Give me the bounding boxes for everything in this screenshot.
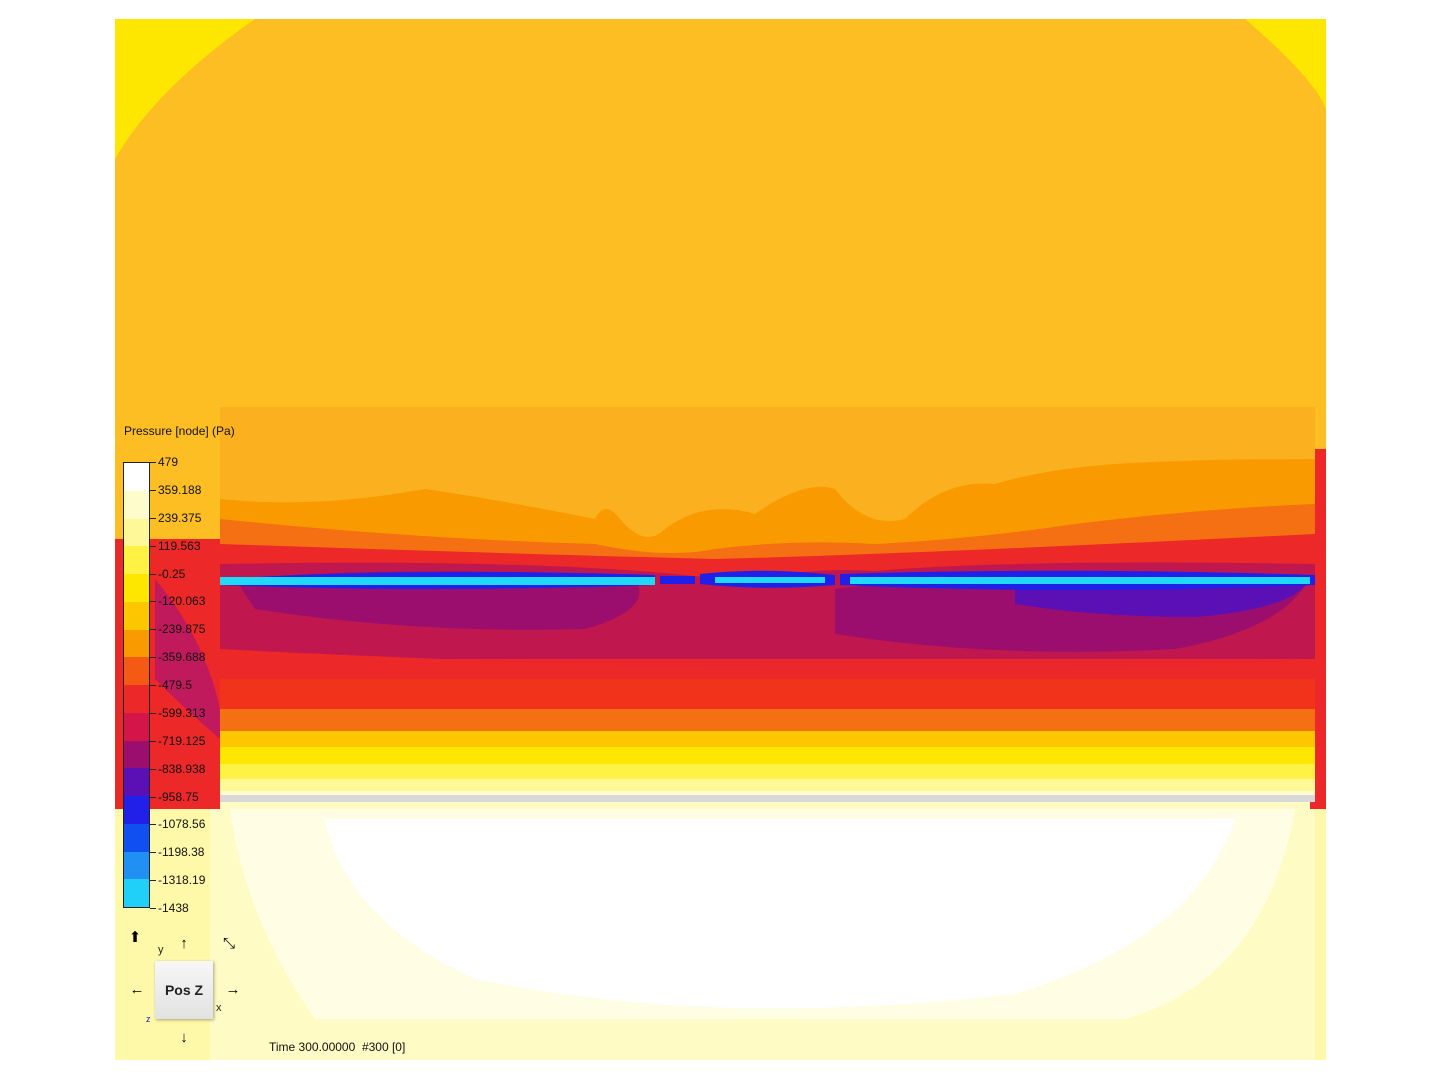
legend-tick-mark <box>150 490 156 491</box>
legend-tick-mark <box>150 518 156 519</box>
legend-tick-label: -1198.38 <box>158 845 205 859</box>
legend-swatch <box>124 657 149 685</box>
rotate-diagonal-arrow-icon[interactable]: ⤡ <box>222 935 235 952</box>
legend-tick-mark <box>150 880 156 881</box>
legend-tick-mark <box>150 462 156 463</box>
rotate-up-arrow-icon[interactable]: ↑ <box>180 935 188 952</box>
viewport-canvas[interactable] <box>115 19 1326 1060</box>
legend-tick-mark <box>150 852 156 853</box>
legend-swatch <box>124 629 149 658</box>
legend-tick-mark <box>150 546 156 547</box>
legend-swatch <box>124 796 149 824</box>
home-view-icon[interactable]: ⬆ <box>128 929 142 946</box>
legend-tick-label: -958.75 <box>158 790 199 804</box>
axis-label-z: z <box>146 1014 151 1024</box>
legend-swatch <box>124 879 149 907</box>
view-cube[interactable]: Pos Z <box>155 961 213 1019</box>
legend-tick-label: -1318.19 <box>158 873 206 887</box>
legend-swatch <box>124 463 149 491</box>
axis-label-x: x <box>216 1002 222 1014</box>
legend-swatch <box>124 518 149 547</box>
legend-tick-label: -1078.56 <box>158 817 206 831</box>
legend-swatch <box>124 851 149 880</box>
legend-tick-label: -599.313 <box>158 706 206 720</box>
legend-title: Pressure [node] (Pa) <box>124 424 235 438</box>
legend-swatch <box>124 740 149 769</box>
rotate-down-arrow-icon[interactable]: ↓ <box>180 1029 188 1046</box>
legend-tick-label: 359.188 <box>158 483 202 497</box>
legend-tick-mark <box>150 601 156 602</box>
legend-tick-mark <box>150 769 156 770</box>
legend-tick-mark <box>150 657 156 658</box>
legend-tick-label: 239.375 <box>158 511 202 525</box>
legend-tick-label: -239.875 <box>158 622 206 636</box>
legend-tick-label: -1438 <box>158 901 189 915</box>
legend-swatch <box>124 823 149 852</box>
time-status: Time 300.00000 #300 [0] <box>269 1040 406 1054</box>
legend-tick-mark <box>150 908 156 909</box>
legend-tick-label: -359.688 <box>158 650 206 664</box>
legend-tick-label: -0.25 <box>158 567 186 581</box>
legend-tick-label: -838.938 <box>158 762 206 776</box>
rotate-right-arrow-icon[interactable]: → <box>225 981 241 998</box>
legend-tick-mark <box>150 574 156 575</box>
rotate-left-arrow-icon[interactable]: ← <box>129 981 145 998</box>
legend-tick-mark <box>150 797 156 798</box>
legend-swatch <box>124 546 149 574</box>
view-navigator: ⬆ ↑ ⤡ ← → ↓ y x z Pos Z <box>120 928 250 1048</box>
legend-tick-mark <box>150 824 156 825</box>
legend-swatch <box>124 768 149 796</box>
legend-swatch <box>124 574 149 602</box>
legend-swatch <box>124 490 149 519</box>
color-legend-bar <box>123 462 150 908</box>
legend-tick-label: -479.5 <box>158 678 193 692</box>
legend-swatch <box>124 685 149 713</box>
legend-swatch <box>124 601 149 630</box>
legend-tick-mark <box>150 713 156 714</box>
legend-tick-mark <box>150 685 156 686</box>
legend-swatch <box>124 712 149 741</box>
legend-tick-label: -719.125 <box>158 734 206 748</box>
legend-tick-label: 479 <box>158 455 179 469</box>
legend-tick-mark <box>150 741 156 742</box>
axis-label-y: y <box>158 944 164 956</box>
legend-tick-mark <box>150 629 156 630</box>
pressure-contour-plot <box>115 19 1326 1060</box>
legend-tick-label: 119.563 <box>158 539 201 553</box>
legend-tick-label: -120.063 <box>158 594 206 608</box>
